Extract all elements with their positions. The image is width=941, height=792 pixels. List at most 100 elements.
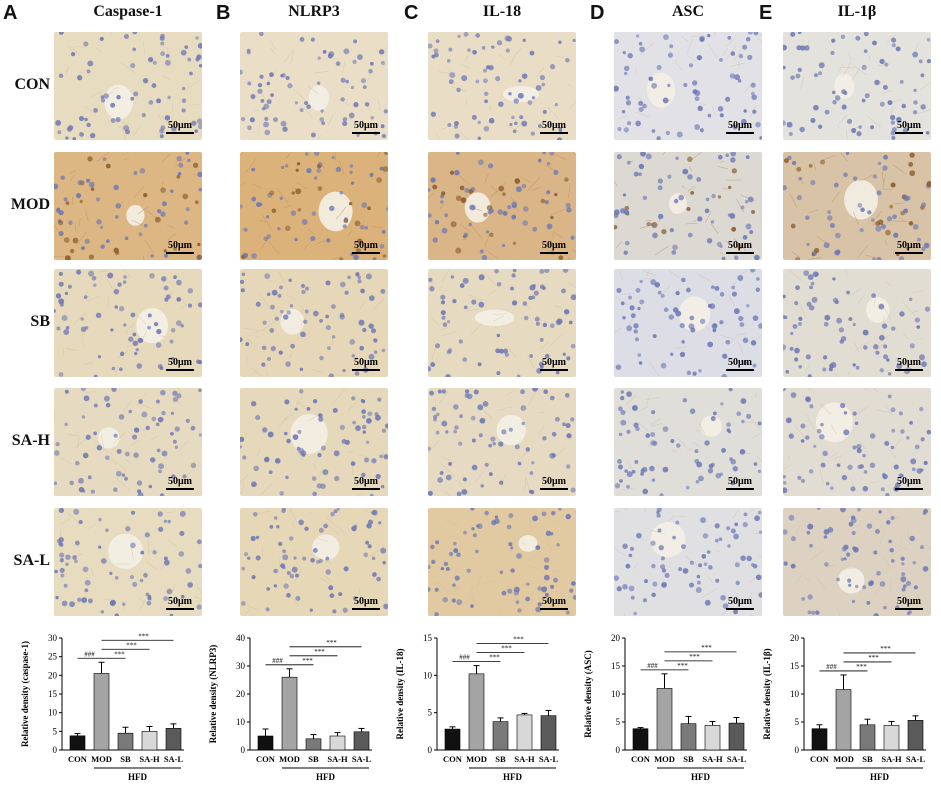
sig-label-hash: ###	[459, 654, 470, 662]
panel-letter-b: B	[216, 2, 231, 24]
x-tick-label: SA-H	[327, 754, 348, 764]
y-tick-label: 0	[616, 745, 621, 755]
y-axis-label: Relative density (IL-1β)	[762, 648, 772, 739]
scale-bar-label: 50μm	[542, 120, 566, 131]
bar-mod	[835, 689, 852, 751]
micrograph-a-mod: 50μm	[54, 152, 202, 260]
micrograph-d-sa-l: 50μm	[614, 508, 762, 616]
x-tick-label: CON	[443, 754, 463, 764]
scale-bar-line	[540, 132, 568, 134]
sig-label-star: ***	[138, 632, 149, 640]
x-tick-label: SA-L	[164, 754, 184, 764]
scale-bar-label: 50μm	[728, 120, 752, 131]
bar-sa-h	[141, 731, 158, 751]
scale-bar: 50μm	[352, 240, 380, 254]
bar-sa-h	[516, 714, 533, 751]
panel-letter-c: C	[404, 2, 419, 24]
scale-bar: 50μm	[540, 240, 568, 254]
scale-bar: 50μm	[540, 596, 568, 610]
y-axis-label: Relative density (ASC)	[583, 650, 593, 738]
sig-label-star: ***	[314, 648, 325, 656]
sig-label-star: ***	[701, 644, 712, 652]
bar-con	[632, 728, 649, 751]
scale-bar-label: 50μm	[354, 357, 378, 368]
x-tick-label: CON	[810, 754, 830, 764]
scale-bar-label: 50μm	[354, 240, 378, 251]
hfd-group-label: HFD	[128, 772, 147, 782]
y-tick-label: 5	[795, 717, 800, 727]
bar-mod	[93, 673, 110, 751]
scale-bar: 50μm	[166, 476, 194, 490]
scale-bar: 50μm	[352, 120, 380, 134]
micrograph-c-sa-l: 50μm	[428, 508, 576, 616]
x-tick-label: SB	[683, 754, 694, 764]
scale-bar-line	[166, 252, 194, 254]
bar-sb	[680, 723, 697, 751]
bar-chart-d: Relative density (ASC) 0 5 10 15 20 CON MOD SB SA…	[583, 633, 747, 782]
micrograph-b-sa-l: 50μm	[240, 508, 388, 616]
x-tick-label: SB	[862, 754, 873, 764]
x-tick-label: SB	[308, 754, 319, 764]
y-tick-label: 0	[428, 745, 433, 755]
x-tick-label: SB	[495, 754, 506, 764]
sig-label-star: ***	[513, 636, 524, 644]
scale-bar: 50μm	[726, 120, 754, 134]
bar-sb	[492, 721, 509, 751]
micrograph-b-sb: 50μm	[240, 269, 388, 377]
scale-bar-label: 50μm	[354, 120, 378, 131]
scale-bar-line	[166, 608, 194, 610]
scale-bar-label: 50μm	[897, 357, 921, 368]
micrograph-e-sa-h: 50μm	[783, 388, 931, 496]
y-tick-label: 10	[423, 670, 433, 680]
y-tick-label: 10	[790, 689, 800, 699]
sig-label-star: ***	[689, 653, 700, 661]
y-tick-label: 10	[48, 708, 58, 718]
sig-label-hash: ###	[84, 650, 95, 658]
bar-sb	[117, 732, 134, 751]
y-tick-label: 10	[611, 689, 621, 699]
scale-bar-line	[352, 252, 380, 254]
scale-bar: 50μm	[540, 476, 568, 490]
scale-bar: 50μm	[166, 120, 194, 134]
scale-bar: 50μm	[352, 357, 380, 371]
micrograph-e-mod: 50μm	[783, 152, 931, 260]
y-tick-label: 15	[423, 633, 433, 643]
micrograph-a-con: 50μm	[54, 32, 202, 140]
bar-chart-b: Relative density (NLRP3) 0 10 20 30 40 CON MOD S…	[208, 633, 372, 782]
sig-label-star: ***	[302, 657, 313, 665]
micrograph-c-mod: 50μm	[428, 152, 576, 260]
scale-bar-label: 50μm	[897, 596, 921, 607]
x-tick-label: SA-L	[539, 754, 559, 764]
y-tick-label: 0	[241, 745, 246, 755]
row-label-sa-l: SA-L	[13, 552, 50, 569]
scale-bar: 50μm	[166, 596, 194, 610]
scale-bar-line	[895, 608, 923, 610]
bar-sa-l	[907, 720, 924, 751]
scale-bar: 50μm	[726, 476, 754, 490]
scale-bar-line	[540, 488, 568, 490]
scale-bar-line	[352, 488, 380, 490]
scale-bar: 50μm	[166, 240, 194, 254]
sig-label-hash: ###	[647, 662, 658, 670]
scale-bar-label: 50μm	[354, 476, 378, 487]
x-tick-label: SA-H	[514, 754, 535, 764]
micrograph-d-mod: 50μm	[614, 152, 762, 260]
y-tick-label: 5	[53, 726, 58, 736]
x-tick-label: SB	[120, 754, 131, 764]
x-tick-label: CON	[256, 754, 276, 764]
scale-bar-label: 50μm	[168, 476, 192, 487]
y-tick-label: 10	[236, 717, 246, 727]
sig-label-star: ***	[326, 639, 337, 647]
y-axis-label: Relative density (NLRP3)	[208, 645, 218, 744]
bar-mod	[656, 688, 673, 751]
panel-letter-a: A	[3, 2, 18, 24]
bar-chart-c: Relative density (IL-18) 0 5 10 15 CON MOD SB SA…	[395, 633, 559, 782]
hfd-group-label: HFD	[691, 772, 710, 782]
scale-bar: 50μm	[726, 596, 754, 610]
scale-bar-label: 50μm	[728, 476, 752, 487]
scale-bar-line	[540, 608, 568, 610]
sig-label-star: ***	[126, 641, 137, 649]
scale-bar-line	[726, 608, 754, 610]
panel-letter-d: D	[590, 2, 605, 24]
row-label-sb: SB	[30, 313, 50, 330]
